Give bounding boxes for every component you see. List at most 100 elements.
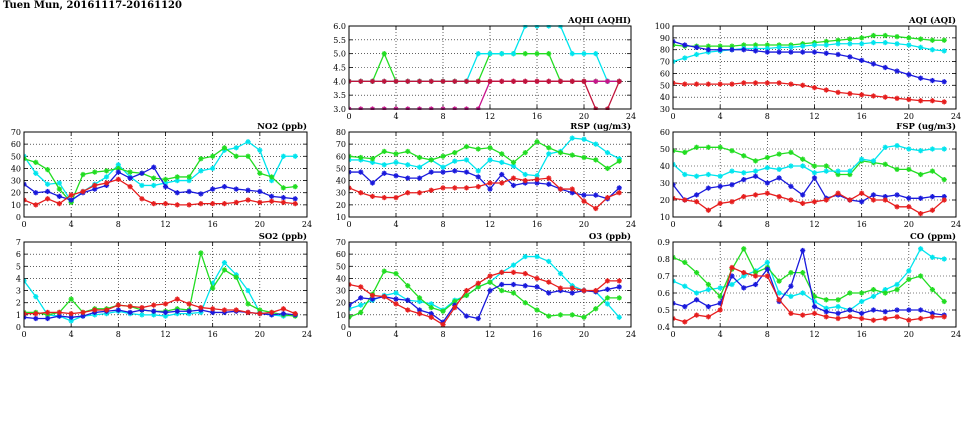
data-point-blue [405, 176, 410, 181]
data-point-blue [847, 307, 852, 312]
data-point-red [570, 286, 575, 291]
chart-title: AQI (AQI) [908, 15, 956, 26]
data-point-red [151, 201, 156, 206]
data-point-green [57, 186, 62, 191]
data-point-blue [918, 76, 923, 81]
tick-label-x: 0 [346, 112, 351, 121]
tick-label-x: 24 [951, 112, 961, 121]
data-point-green [918, 172, 923, 177]
tick-label-y: 7 [16, 238, 21, 247]
data-point-cyan [942, 256, 947, 261]
data-point-cyan [835, 169, 840, 174]
data-point-red [847, 91, 852, 96]
data-point-red [859, 92, 864, 97]
data-point-cyan [930, 146, 935, 151]
tick-label-y: 10 [660, 213, 670, 222]
tick-label-x: 16 [208, 330, 218, 339]
data-point-cyan [487, 157, 492, 162]
data-point-blue [546, 290, 551, 295]
tick-label-x: 4 [718, 330, 723, 339]
data-point-red [139, 305, 144, 310]
tick-label-y: 0 [341, 323, 346, 332]
data-point-cyan [800, 44, 805, 49]
data-point-crimson [464, 79, 469, 84]
data-point-red [741, 80, 746, 85]
tick-label-y: 0 [16, 213, 21, 222]
data-point-cyan [835, 41, 840, 46]
data-point-cyan [570, 51, 575, 56]
data-point-green [942, 299, 947, 304]
tick-label-x: 16 [857, 112, 867, 121]
data-point-cyan [487, 51, 492, 56]
data-point-green [245, 154, 250, 159]
data-point-red [116, 177, 121, 182]
data-point-green [487, 279, 492, 284]
data-point-red [92, 183, 97, 188]
data-point-green [570, 312, 575, 317]
data-point-blue [706, 186, 711, 191]
tick-label-y: 0.7 [657, 272, 670, 281]
data-point-red [706, 208, 711, 213]
data-point-cyan [222, 260, 227, 265]
data-point-cyan [694, 174, 699, 179]
data-point-green [80, 172, 85, 177]
data-point-green [534, 139, 539, 144]
data-point-red [116, 303, 121, 308]
tick-label-x: 0 [346, 220, 351, 229]
tick-label-x: 12 [485, 112, 495, 121]
data-point-cyan [847, 41, 852, 46]
data-point-green [835, 297, 840, 302]
data-point-red [894, 314, 899, 319]
data-point-green [682, 260, 687, 265]
data-point-red [753, 192, 758, 197]
data-point-red [139, 196, 144, 201]
data-point-red [234, 200, 239, 205]
data-point-crimson [511, 79, 516, 84]
data-point-red [788, 82, 793, 87]
data-point-red [835, 191, 840, 196]
data-point-green [847, 36, 852, 41]
data-point-red [245, 197, 250, 202]
data-point-green [741, 246, 746, 251]
data-point-cyan [523, 172, 528, 177]
data-point-blue [871, 61, 876, 66]
tick-label-y: 50 [11, 152, 21, 161]
data-point-green [222, 145, 227, 150]
tick-label-y: 70 [336, 238, 346, 247]
data-point-blue [800, 49, 805, 54]
data-point-green [824, 163, 829, 168]
data-point-cyan [753, 169, 758, 174]
data-point-crimson [382, 79, 387, 84]
data-point-green [570, 152, 575, 157]
data-point-red [163, 201, 168, 206]
data-point-red [151, 303, 156, 308]
chart-co: 0.40.50.60.70.80.90 4 8 12 16 20 24CO (ppm) [657, 231, 961, 339]
data-point-cyan [918, 148, 923, 153]
data-point-magenta [605, 79, 610, 84]
data-point-blue [942, 79, 947, 84]
data-point-green [222, 267, 227, 272]
tick-label-x: 0 [670, 330, 675, 339]
data-point-cyan [694, 290, 699, 295]
data-point-crimson [499, 79, 504, 84]
tick-label-x: 24 [626, 112, 636, 121]
data-point-green [234, 154, 239, 159]
series-group [670, 246, 946, 324]
data-point-red [906, 97, 911, 102]
tick-label-x: 20 [904, 330, 914, 339]
data-point-blue [570, 290, 575, 295]
data-point-blue [499, 282, 504, 287]
data-point-blue [45, 316, 50, 321]
tick-label-y: 50 [336, 262, 346, 271]
data-point-green [800, 157, 805, 162]
data-point-crimson [617, 79, 622, 84]
data-point-red [800, 201, 805, 206]
tick-label-y: 40 [336, 274, 346, 283]
data-point-green [558, 312, 563, 317]
data-point-blue [269, 194, 274, 199]
data-point-cyan [847, 169, 852, 174]
data-point-red [777, 80, 782, 85]
data-point-red [476, 184, 481, 189]
data-point-green [405, 149, 410, 154]
data-point-green [293, 184, 298, 189]
